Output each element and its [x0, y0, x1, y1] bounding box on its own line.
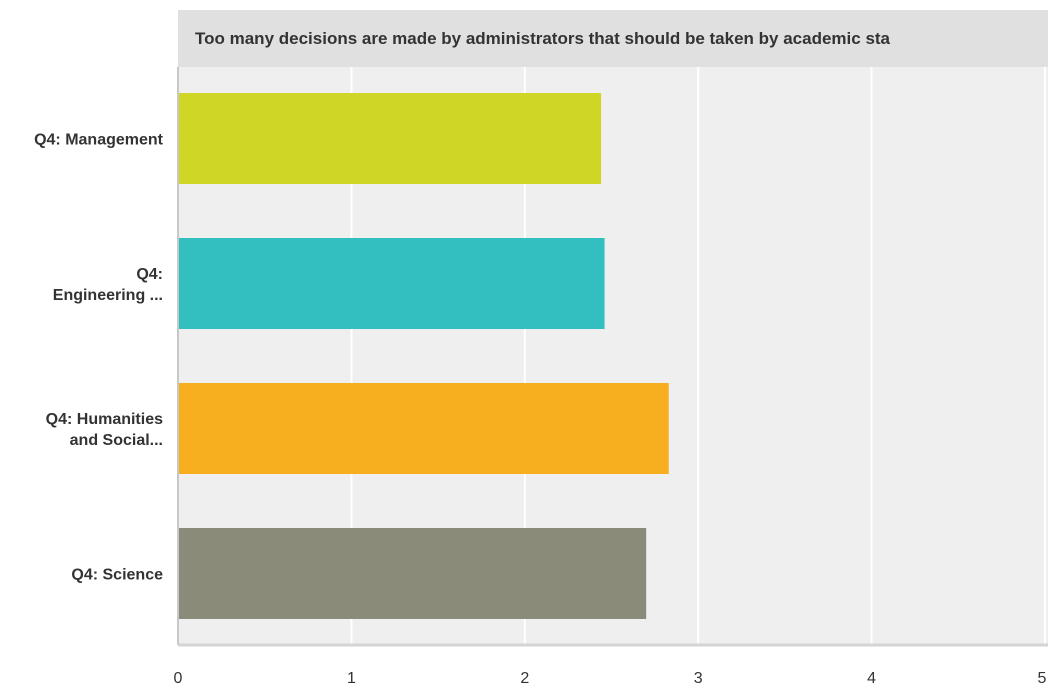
category-labels: Q4: Management Q4: Engineering ... Q4: Huma…: [34, 132, 164, 584]
x-tick-label: 0: [174, 670, 183, 687]
category-label: Q4: Management: [34, 132, 164, 149]
category-label: Q4:: [136, 266, 163, 283]
x-tick-label: 1: [347, 670, 356, 687]
x-tick-label: 3: [694, 670, 703, 687]
category-label: Engineering ...: [53, 287, 163, 304]
chart-title: Too many decisions are made by administr…: [195, 29, 891, 48]
bar: [178, 383, 669, 474]
x-tick-label: 4: [867, 670, 876, 687]
category-label: and Social...: [70, 432, 163, 449]
bars: [178, 93, 669, 619]
category-label: Q4: Humanities: [46, 411, 163, 428]
category-label: Q4: Science: [71, 567, 163, 584]
bar: [178, 93, 602, 184]
bar: [178, 238, 605, 329]
chart-title-band: [178, 10, 1048, 67]
x-tick-label: 2: [520, 670, 529, 687]
plot-area: Too many decisions are made by administr…: [177, 10, 1048, 647]
bar: [178, 528, 647, 619]
x-tick-label: 5: [1038, 670, 1047, 687]
x-tick-labels: 0 1 2 3 4 5: [174, 670, 1047, 687]
